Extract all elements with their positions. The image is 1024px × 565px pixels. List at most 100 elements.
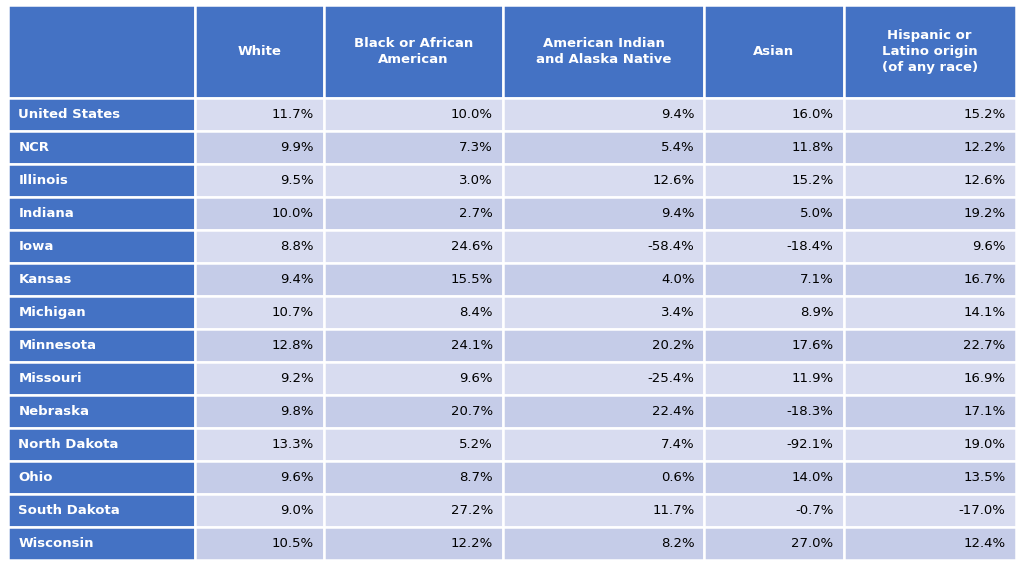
- Text: Minnesota: Minnesota: [18, 339, 96, 352]
- Bar: [503, 462, 705, 494]
- Bar: [195, 164, 324, 197]
- Bar: [324, 131, 503, 164]
- Bar: [503, 296, 705, 329]
- Bar: [844, 197, 1016, 230]
- Bar: [324, 230, 503, 263]
- Bar: [503, 164, 705, 197]
- Text: 12.4%: 12.4%: [964, 537, 1006, 550]
- Bar: [844, 396, 1016, 428]
- Bar: [324, 528, 503, 560]
- Bar: [705, 230, 844, 263]
- Bar: [503, 5, 705, 98]
- Bar: [705, 296, 844, 329]
- Text: 14.0%: 14.0%: [792, 471, 834, 484]
- Text: 7.4%: 7.4%: [660, 438, 694, 451]
- Bar: [844, 230, 1016, 263]
- Bar: [705, 164, 844, 197]
- Text: 27.2%: 27.2%: [451, 505, 493, 518]
- Bar: [195, 230, 324, 263]
- Bar: [195, 329, 324, 362]
- Text: 15.2%: 15.2%: [964, 108, 1006, 121]
- Bar: [8, 164, 195, 197]
- Bar: [324, 329, 503, 362]
- Bar: [844, 329, 1016, 362]
- Text: Missouri: Missouri: [18, 372, 82, 385]
- Bar: [503, 263, 705, 296]
- Bar: [8, 462, 195, 494]
- Text: 10.0%: 10.0%: [271, 207, 313, 220]
- Bar: [503, 396, 705, 428]
- Bar: [8, 396, 195, 428]
- Bar: [324, 5, 503, 98]
- Text: 12.6%: 12.6%: [964, 174, 1006, 187]
- Bar: [503, 98, 705, 131]
- Text: 12.2%: 12.2%: [964, 141, 1006, 154]
- Text: 16.9%: 16.9%: [964, 372, 1006, 385]
- Bar: [195, 5, 324, 98]
- Bar: [8, 362, 195, 396]
- Bar: [844, 362, 1016, 396]
- Bar: [8, 528, 195, 560]
- Bar: [195, 131, 324, 164]
- Bar: [705, 329, 844, 362]
- Text: Black or African
American: Black or African American: [353, 37, 473, 66]
- Text: 11.8%: 11.8%: [792, 141, 834, 154]
- Bar: [195, 98, 324, 131]
- Text: Michigan: Michigan: [18, 306, 86, 319]
- Bar: [503, 230, 705, 263]
- Text: 11.9%: 11.9%: [792, 372, 834, 385]
- Text: 27.0%: 27.0%: [792, 537, 834, 550]
- Text: 10.5%: 10.5%: [271, 537, 313, 550]
- Bar: [324, 98, 503, 131]
- Text: 14.1%: 14.1%: [964, 306, 1006, 319]
- Text: 9.4%: 9.4%: [660, 108, 694, 121]
- Bar: [705, 197, 844, 230]
- Text: North Dakota: North Dakota: [18, 438, 119, 451]
- Text: Illinois: Illinois: [18, 174, 69, 187]
- Bar: [844, 528, 1016, 560]
- Bar: [324, 494, 503, 528]
- Bar: [705, 362, 844, 396]
- Text: 9.6%: 9.6%: [460, 372, 493, 385]
- Bar: [844, 428, 1016, 462]
- Bar: [844, 164, 1016, 197]
- Bar: [324, 428, 503, 462]
- Bar: [195, 197, 324, 230]
- Text: Asian: Asian: [754, 45, 795, 58]
- Text: -17.0%: -17.0%: [958, 505, 1006, 518]
- Bar: [195, 296, 324, 329]
- Text: 0.6%: 0.6%: [660, 471, 694, 484]
- Bar: [8, 98, 195, 131]
- Bar: [324, 362, 503, 396]
- Bar: [324, 263, 503, 296]
- Text: 12.2%: 12.2%: [451, 537, 493, 550]
- Bar: [195, 362, 324, 396]
- Bar: [705, 396, 844, 428]
- Text: Indiana: Indiana: [18, 207, 74, 220]
- Bar: [503, 329, 705, 362]
- Text: 20.7%: 20.7%: [451, 405, 493, 418]
- Bar: [705, 131, 844, 164]
- Text: 8.7%: 8.7%: [459, 471, 493, 484]
- Bar: [503, 131, 705, 164]
- Text: Wisconsin: Wisconsin: [18, 537, 94, 550]
- Bar: [844, 296, 1016, 329]
- Text: 9.6%: 9.6%: [972, 240, 1006, 253]
- Text: 9.8%: 9.8%: [280, 405, 313, 418]
- Text: South Dakota: South Dakota: [18, 505, 120, 518]
- Bar: [844, 98, 1016, 131]
- Bar: [195, 528, 324, 560]
- Text: 19.2%: 19.2%: [964, 207, 1006, 220]
- Bar: [8, 428, 195, 462]
- Text: 12.6%: 12.6%: [652, 174, 694, 187]
- Text: 5.2%: 5.2%: [459, 438, 493, 451]
- Text: 24.1%: 24.1%: [451, 339, 493, 352]
- Bar: [705, 263, 844, 296]
- Text: 7.1%: 7.1%: [800, 273, 834, 286]
- Bar: [324, 396, 503, 428]
- Bar: [8, 494, 195, 528]
- Bar: [8, 296, 195, 329]
- Text: 16.0%: 16.0%: [792, 108, 834, 121]
- Bar: [503, 197, 705, 230]
- Text: 24.6%: 24.6%: [451, 240, 493, 253]
